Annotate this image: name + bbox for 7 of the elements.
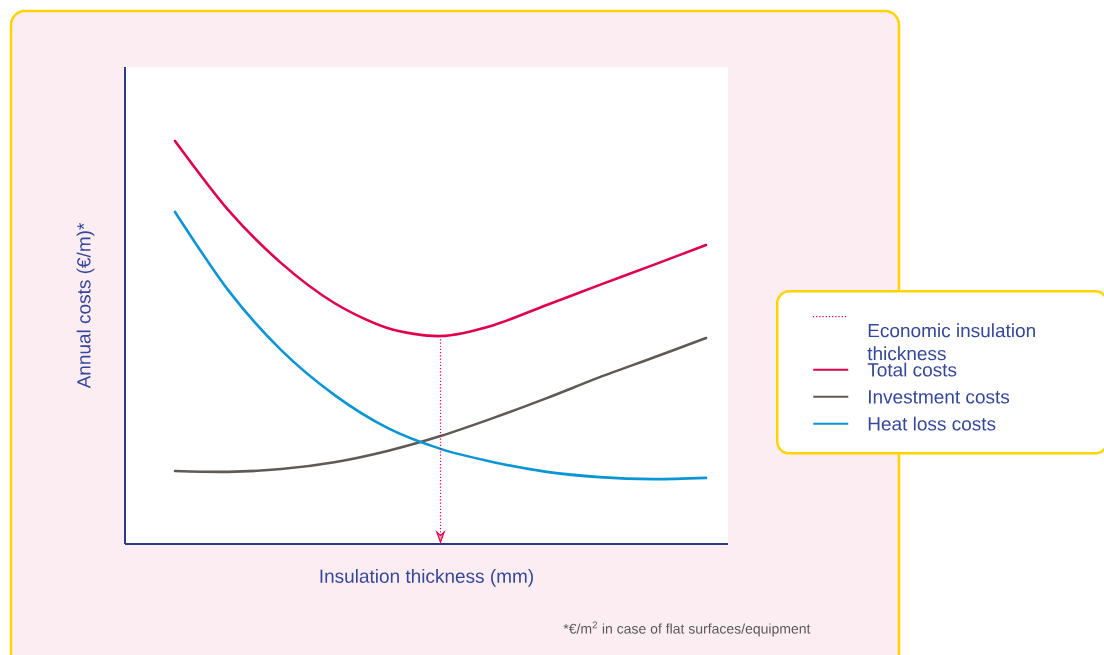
legend-label: Total costs [867,362,957,377]
x-axis-title: Insulation thickness (mm) [320,568,533,587]
legend-label: Heat loss costs [868,416,996,431]
legend-label: Investment costs [869,390,1010,404]
y-axis-title: Annual costs (€/m)* [76,222,95,389]
text: *€/m$^{2}$ in case of flat surfaces/equipment [563,621,811,637]
text: Economic insulation thickness [867,323,1035,361]
